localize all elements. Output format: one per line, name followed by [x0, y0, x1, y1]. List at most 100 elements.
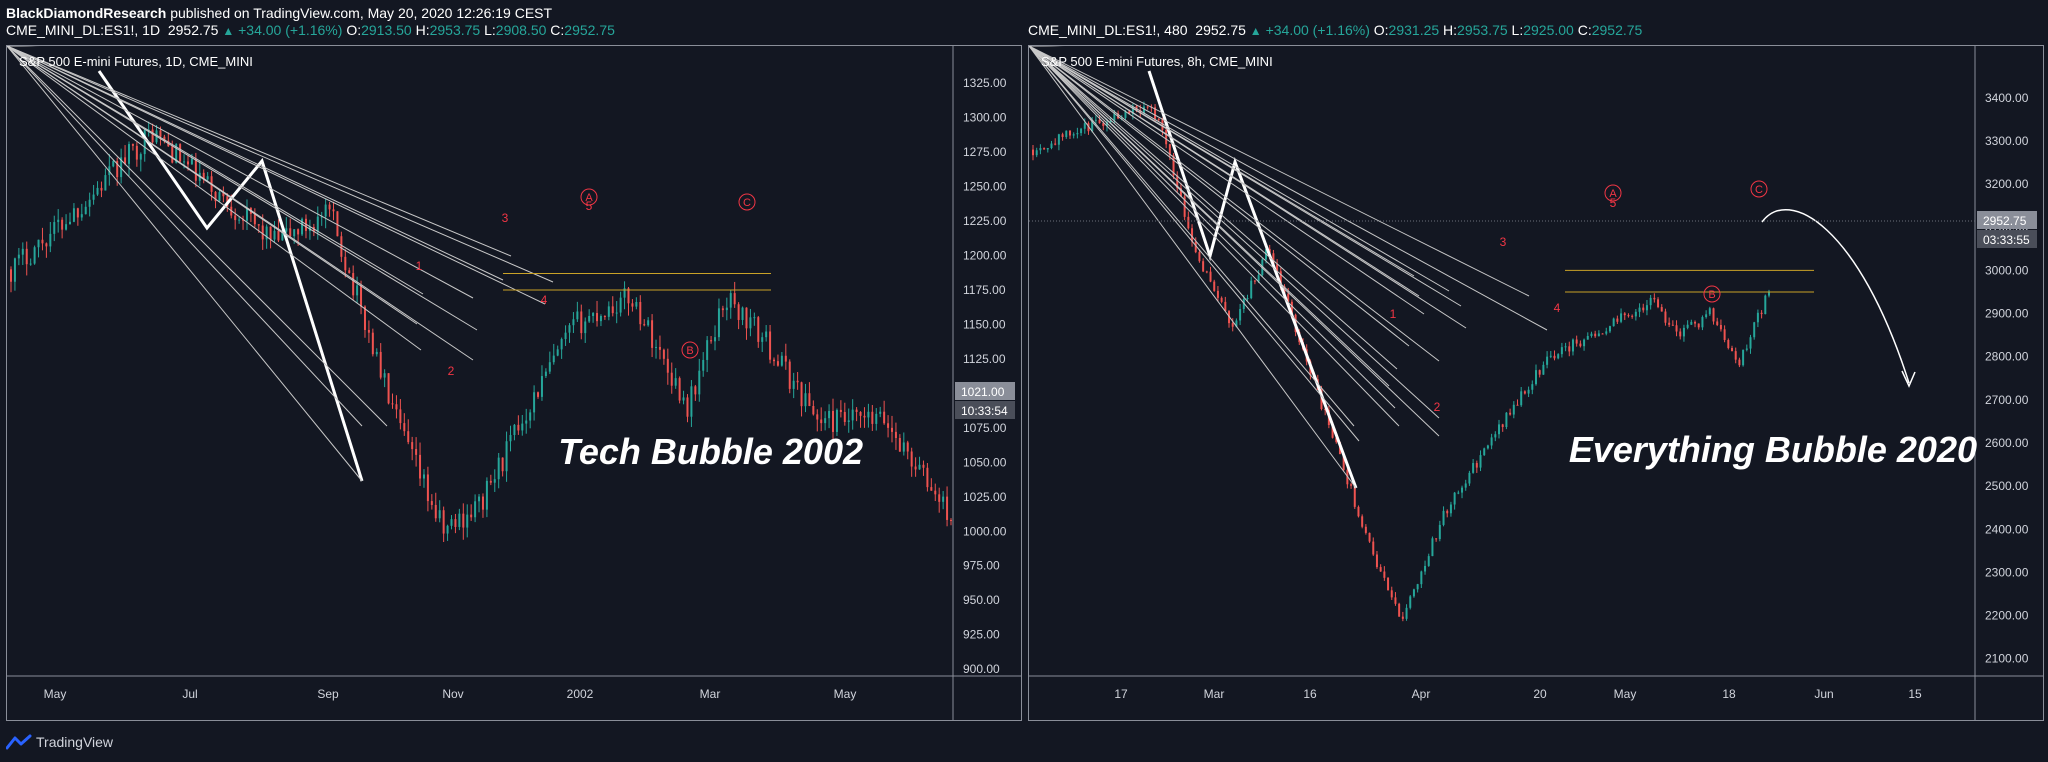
up-triangle-icon: ▲ [222, 24, 235, 38]
candle-body [442, 510, 445, 534]
candle-body [1290, 301, 1293, 315]
flag-line [1029, 46, 1425, 315]
close-label: C: [1577, 22, 1592, 38]
low-label: L: [1511, 22, 1524, 38]
candle-body [277, 230, 280, 241]
candle-body [1054, 143, 1057, 145]
candle-body [68, 221, 71, 225]
candle-body [297, 229, 300, 235]
right-open: 2931.25 [1388, 22, 1440, 38]
candle-body [1383, 571, 1386, 578]
candle-body [796, 380, 799, 383]
candle-body [1690, 321, 1693, 325]
candle-body [839, 409, 842, 413]
candle-body [466, 514, 469, 528]
candle-body [1094, 119, 1097, 121]
x-tick-label: Nov [442, 687, 463, 701]
candle-body [1409, 596, 1412, 608]
candle-body [1620, 313, 1623, 322]
candle-body [1605, 331, 1608, 334]
candle-body [273, 230, 276, 240]
candle-body [592, 313, 595, 317]
right-chart-panel[interactable]: 3400.003300.003200.003100.003000.002900.… [1028, 45, 2044, 721]
candle-body [603, 316, 606, 318]
candle-body [348, 270, 351, 274]
candle-body [72, 208, 75, 222]
candle-body [1490, 437, 1493, 446]
candle-body [1712, 308, 1715, 322]
candle-body [1168, 144, 1171, 156]
high-label: H: [415, 22, 430, 38]
candle-body [1756, 312, 1759, 323]
candle-body [1583, 339, 1586, 347]
candle-body [1324, 408, 1327, 411]
candle-body [171, 146, 174, 163]
candle-body [238, 219, 241, 221]
candle-body [285, 228, 288, 232]
candle-body [1165, 129, 1168, 145]
tradingview-footer[interactable]: TradingView [6, 734, 113, 750]
channel-line [1029, 46, 1360, 442]
x-tick-label: Apr [1412, 687, 1431, 701]
candle-body [1209, 271, 1212, 282]
candle-body [843, 412, 846, 422]
left-chart-panel[interactable]: 1325.00 1300.00 1275.00 1250.00 1225.00 1200.… [6, 45, 1022, 721]
y-tick-label: 2900.00 [1985, 307, 2029, 321]
candle-body [537, 392, 540, 397]
flag-line [7, 46, 512, 257]
candle-body [1361, 516, 1364, 527]
author-name[interactable]: BlackDiamondResearch [6, 5, 167, 21]
candle-body [124, 157, 127, 164]
candle-body [344, 256, 347, 271]
candle-body [1494, 434, 1497, 438]
candle-body [450, 519, 453, 526]
candle-body [1050, 143, 1053, 149]
candle-body [1246, 298, 1249, 300]
candle-body [112, 160, 115, 167]
candle-body [261, 225, 264, 240]
candle-body [1531, 384, 1534, 390]
candle-body [1157, 118, 1160, 120]
y-tick-label: 1075.00 [963, 421, 1007, 435]
right-chart-svg[interactable]: 3400.003300.003200.003100.003000.002900.… [1029, 46, 2043, 720]
candle-body [934, 490, 937, 495]
candle-body [1194, 241, 1197, 253]
candle-body [462, 513, 465, 528]
candle-body [1509, 412, 1512, 415]
candle-body [387, 373, 390, 404]
flag-line [7, 46, 478, 331]
candle-body [426, 474, 429, 502]
candle-body [1534, 370, 1537, 385]
left-chart-svg[interactable]: 1325.00 1300.00 1275.00 1250.00 1225.00 1200.… [7, 46, 1021, 720]
candle-body [1719, 324, 1722, 330]
left-price: 2952.75 [167, 22, 219, 38]
candle-body [1061, 134, 1064, 137]
x-tick-label: May [44, 687, 67, 701]
wave-label: 3 [1500, 235, 1507, 249]
candle-body [1623, 313, 1626, 316]
y-tick-label: 1000.00 [963, 524, 1007, 538]
y-tick-label: 1275.00 [963, 145, 1007, 159]
candle-body [1590, 333, 1593, 336]
candle-body [485, 480, 488, 510]
wave-label: 1 [416, 259, 423, 273]
candle-body [871, 411, 874, 424]
candle-body [702, 359, 705, 371]
candle-body [151, 129, 154, 143]
candle-body [741, 307, 744, 320]
y-tick-label: 2600.00 [1985, 436, 2029, 450]
candle-body [651, 320, 654, 348]
publish-info: BlackDiamondResearch published on Tradin… [6, 5, 552, 21]
candle-body [391, 403, 394, 405]
candle-body [926, 467, 929, 488]
candle-body [572, 319, 575, 326]
candle-body [415, 449, 418, 455]
candle-body [1080, 128, 1083, 134]
y-tick-label: 3300.00 [1985, 134, 2029, 148]
flag-line [7, 46, 422, 351]
up-triangle-icon: ▲ [1249, 24, 1262, 38]
candle-body [670, 372, 673, 386]
candle-body [1634, 311, 1637, 317]
candle-body [1520, 391, 1523, 406]
candle-body [757, 317, 760, 342]
